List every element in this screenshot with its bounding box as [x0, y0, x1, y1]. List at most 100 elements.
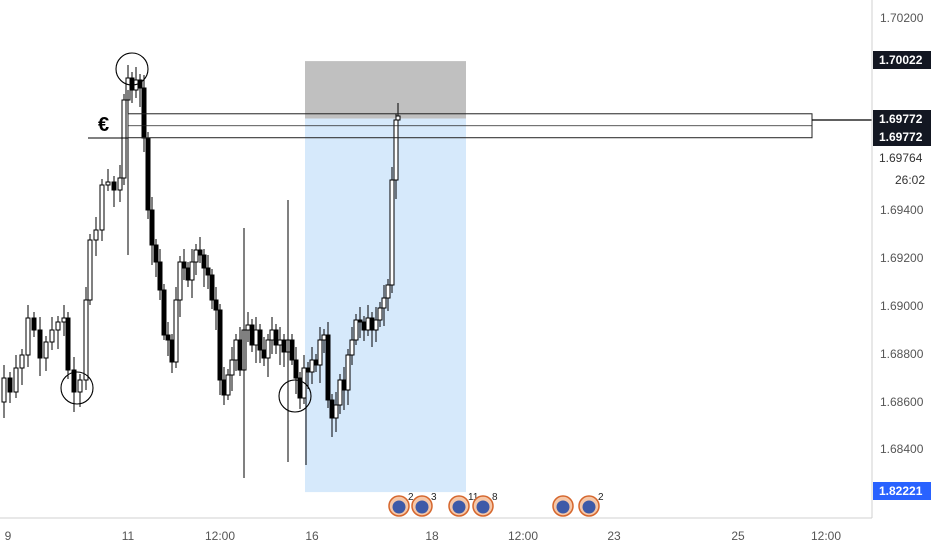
candle-bullish: [173, 299, 179, 363]
candle-bullish: [229, 359, 235, 376]
price-label-last: 1.69764: [879, 151, 923, 165]
candle-bearish: [273, 329, 279, 346]
y-tick-label: 1.70200: [880, 11, 924, 25]
candles-layer: [1, 65, 401, 478]
event-marker-count: 3: [431, 492, 437, 503]
candle-bullish: [373, 319, 379, 331]
candle-bullish: [61, 317, 67, 323]
candle-bullish: [385, 284, 391, 299]
y-tick-label: 1.69200: [880, 251, 924, 265]
candle-bullish: [105, 181, 111, 186]
svg-text:1.69772: 1.69772: [879, 112, 923, 126]
y-tick-label: 1.68400: [880, 442, 924, 456]
candle-bearish: [31, 317, 37, 331]
x-tick-label: 11: [122, 529, 135, 543]
candle-bearish: [197, 249, 203, 256]
candle-bearish: [213, 299, 219, 311]
x-tick-label: 16: [305, 529, 319, 543]
candle-bullish: [309, 359, 315, 373]
y-tick-label: 1.68600: [880, 395, 924, 409]
candle-bearish: [153, 244, 159, 263]
event-marker-icon[interactable]: 3: [411, 492, 437, 517]
stop-loss-zone[interactable]: [305, 61, 466, 119]
candle-bullish: [83, 299, 89, 381]
circle-annotation-left[interactable]: [60, 371, 94, 405]
candle-bullish: [381, 297, 387, 309]
candle-bullish: [353, 319, 359, 341]
event-marker-icon[interactable]: [552, 495, 574, 517]
candle-bullish: [99, 184, 105, 231]
euro-symbol: €: [98, 114, 109, 136]
candle-bearish: [71, 369, 77, 393]
candle-bearish: [329, 399, 335, 419]
event-marker-icon[interactable]: 2: [388, 492, 414, 517]
candle-bullish: [395, 115, 401, 121]
candle-bearish: [369, 317, 375, 331]
candle-bullish: [233, 339, 239, 361]
candle-bearish: [149, 209, 155, 246]
x-tick-label: 12:00: [205, 529, 235, 543]
y-tick-label: 1.69400: [880, 203, 924, 217]
candle-bearish: [221, 379, 227, 396]
candle-bullish: [245, 324, 251, 331]
candle-bearish: [169, 339, 175, 363]
candle-bearish: [65, 317, 71, 371]
event-markers[interactable]: 2 3 11 8 2: [388, 492, 604, 517]
event-marker-count: 2: [598, 492, 604, 503]
circle-annotation-mid[interactable]: [278, 379, 312, 413]
candle-bearish: [209, 274, 215, 301]
candle-bearish: [7, 377, 13, 393]
event-marker-icon[interactable]: 11: [448, 492, 479, 517]
candle-bullish: [55, 321, 61, 331]
candle-bullish: [265, 339, 271, 359]
candle-bearish: [325, 334, 331, 401]
candle-bearish: [313, 359, 319, 366]
candle-bullish: [321, 334, 327, 341]
candle-bearish: [217, 309, 223, 381]
candle-bearish: [305, 367, 311, 373]
candle-bearish: [257, 329, 263, 351]
candle-bullish: [1, 377, 7, 403]
candle-bearish: [201, 254, 207, 269]
candle-bullish: [253, 329, 259, 346]
price-axis[interactable]: 1.70200 1.69400 1.69200 1.69000 1.68800 1.686…: [880, 11, 924, 456]
candle-bullish: [345, 354, 351, 391]
event-marker-count: 2: [408, 492, 414, 503]
candle-bearish: [141, 87, 147, 139]
candle-bullish: [277, 339, 283, 346]
y-tick-label: 1.69000: [880, 299, 924, 313]
candle-bullish: [349, 339, 355, 356]
candle-bearish: [181, 261, 187, 269]
candle-bullish: [317, 339, 323, 366]
candle-bearish: [145, 137, 151, 211]
candle-bearish: [157, 261, 163, 291]
candle-bullish: [87, 239, 93, 301]
candle-bullish: [225, 374, 231, 396]
candle-bearish: [289, 339, 295, 361]
resistance-zone[interactable]: [127, 113, 813, 139]
candle-bullish: [333, 404, 339, 419]
candle-bearish: [249, 324, 255, 346]
price-badge-zone-bottom: 1.69772: [873, 128, 931, 146]
svg-text:1.70022: 1.70022: [879, 53, 923, 67]
candle-bearish: [357, 319, 363, 323]
candle-bearish: [341, 379, 347, 391]
candle-bearish: [161, 289, 167, 336]
x-tick-label: 12:00: [811, 529, 841, 543]
candle-bearish: [129, 77, 135, 91]
candle-bullish: [337, 379, 343, 406]
event-marker-icon[interactable]: 2: [578, 492, 604, 517]
candle-bullish: [393, 119, 399, 181]
circle-annotation-top[interactable]: [115, 52, 149, 86]
x-tick-label: 18: [425, 529, 439, 543]
candle-bullish: [269, 329, 275, 341]
event-marker-icon[interactable]: 8: [472, 492, 498, 517]
candle-bearish: [293, 359, 299, 379]
x-tick-label: 25: [731, 529, 745, 543]
candle-bearish: [237, 339, 243, 371]
candle-bullish: [77, 379, 83, 393]
time-axis[interactable]: 9 11 12:00 16 18 12:00 23 25 12:00: [5, 529, 842, 543]
candle-bullish: [117, 177, 123, 191]
